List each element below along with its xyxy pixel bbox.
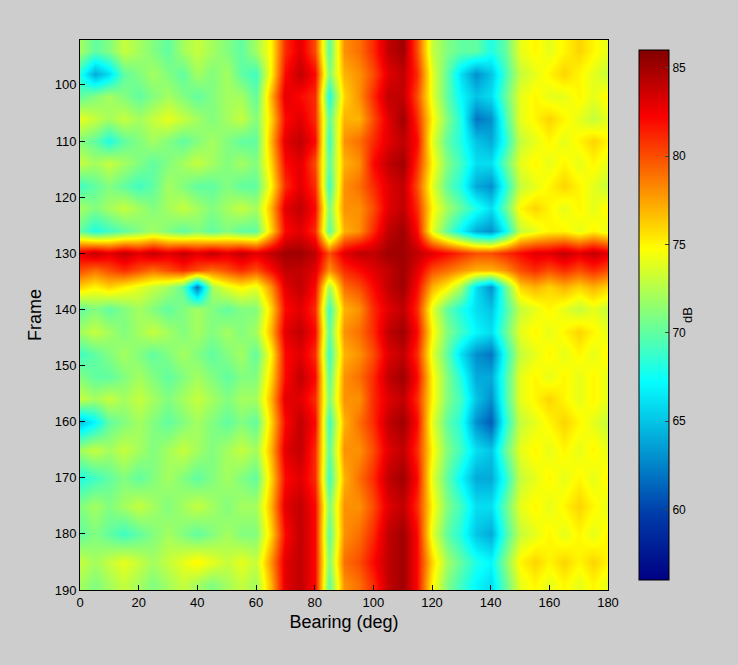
svg-text:180: 180: [55, 526, 77, 541]
svg-text:120: 120: [421, 595, 443, 610]
svg-text:180: 180: [597, 595, 619, 610]
svg-text:70: 70: [672, 326, 686, 340]
svg-text:140: 140: [480, 595, 502, 610]
svg-text:140: 140: [55, 302, 77, 317]
svg-text:150: 150: [55, 358, 77, 373]
svg-text:0: 0: [76, 595, 83, 610]
svg-text:80: 80: [307, 595, 321, 610]
svg-text:Bearing (deg): Bearing (deg): [289, 612, 398, 632]
svg-text:170: 170: [55, 470, 77, 485]
svg-text:20: 20: [131, 595, 145, 610]
svg-text:60: 60: [249, 595, 263, 610]
svg-text:130: 130: [55, 246, 77, 261]
svg-text:160: 160: [55, 414, 77, 429]
svg-text:60: 60: [672, 503, 686, 517]
svg-text:110: 110: [56, 134, 77, 149]
svg-text:80: 80: [672, 149, 686, 163]
svg-text:65: 65: [672, 414, 686, 428]
svg-text:100: 100: [362, 595, 384, 610]
svg-text:85: 85: [672, 61, 686, 75]
svg-text:190: 190: [55, 583, 77, 598]
svg-text:dB: dB: [680, 307, 695, 323]
svg-text:100: 100: [55, 77, 77, 92]
svg-text:120: 120: [55, 190, 77, 205]
svg-text:Frame: Frame: [25, 289, 45, 341]
svg-text:40: 40: [190, 595, 204, 610]
svg-text:160: 160: [538, 595, 560, 610]
svg-text:75: 75: [672, 238, 686, 252]
